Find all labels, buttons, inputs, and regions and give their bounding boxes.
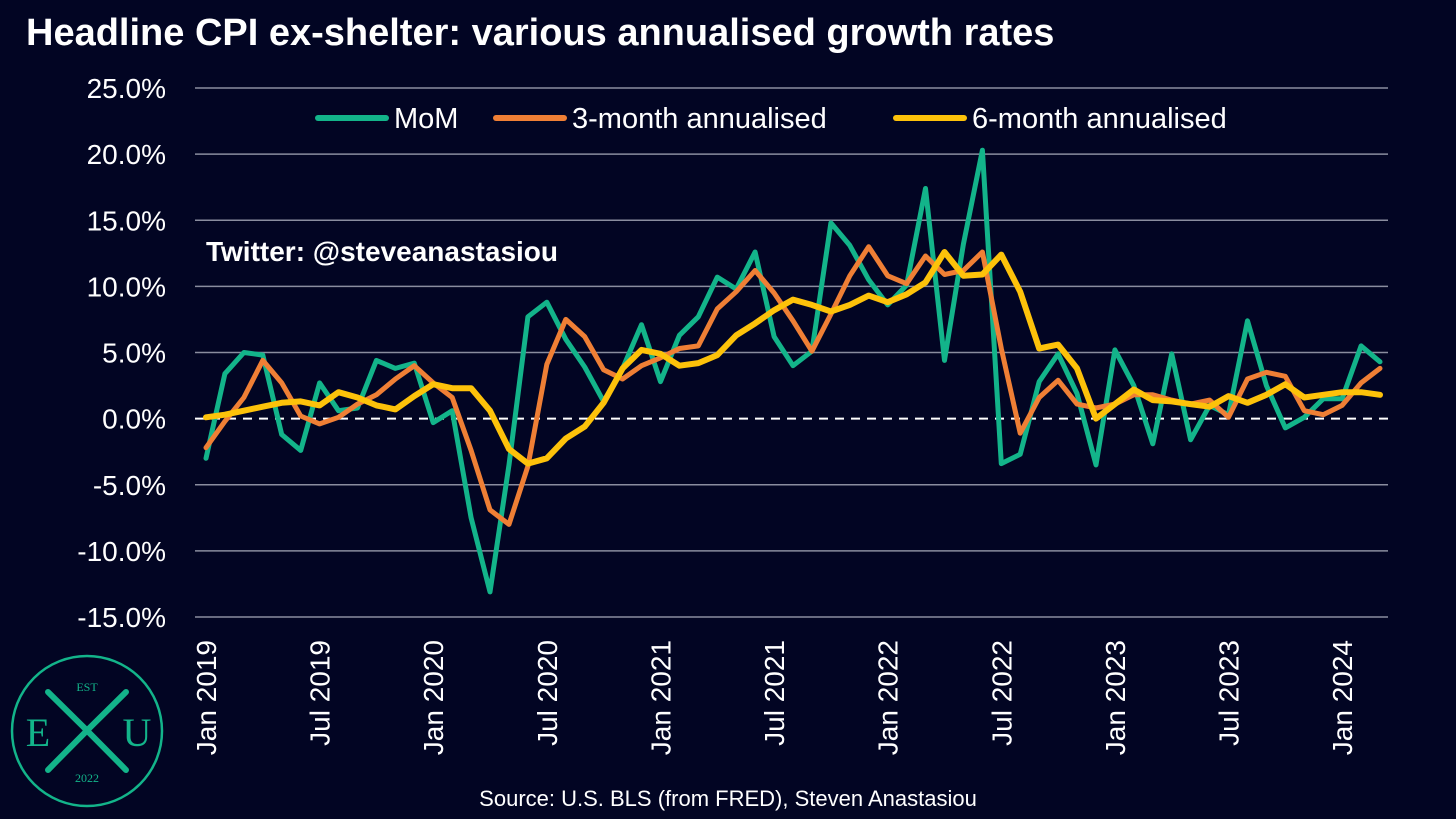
logo-letter-u: U [123, 710, 152, 755]
twitter-annotation: Twitter: @steveanastasiou [206, 236, 558, 267]
y-tick-label: -5.0% [93, 470, 166, 501]
y-tick-label: 0.0% [102, 404, 166, 435]
logo-year-text: 2022 [75, 771, 99, 785]
series-line-mom [203, 147, 1383, 595]
exu-logo: EST E U 2022 [10, 654, 164, 808]
y-tick-label: 20.0% [87, 139, 166, 170]
legend-label: 3-month annualised [572, 103, 827, 135]
legend-label: 6-month annualised [972, 103, 1227, 135]
series-layer [203, 147, 1383, 595]
x-tick-label: Jul 2020 [532, 640, 563, 746]
legend: MoM 3-month annualised 6-month annualised [315, 103, 1227, 135]
y-tick-label: 5.0% [102, 338, 166, 369]
y-tick-label: 15.0% [87, 205, 166, 236]
chart-title: Headline CPI ex-shelter: various annuali… [26, 12, 1055, 54]
logo-ring [10, 654, 164, 808]
series-line-3-month [203, 244, 1383, 527]
x-tick-label: Jan 2019 [191, 640, 222, 755]
x-tick-label: Jul 2023 [1214, 640, 1245, 746]
logo-est-text: EST [76, 680, 98, 694]
y-tick-label: -10.0% [77, 536, 166, 567]
x-tick-label: Jan 2020 [418, 640, 449, 755]
x-tick-label: Jul 2019 [305, 640, 336, 746]
logo-cross-stroke-b [45, 689, 129, 773]
grid-layer [195, 87, 1388, 618]
x-tick-label: Jan 2021 [645, 640, 676, 755]
chart-source: Source: U.S. BLS (from FRED), Steven Ana… [479, 786, 977, 811]
logo-letter-e: E [26, 710, 50, 755]
series-line-6-month [203, 249, 1383, 467]
y-tick-label: -15.0% [77, 602, 166, 633]
y-tick-label: 25.0% [87, 73, 166, 104]
x-tick-label: Jan 2022 [873, 640, 904, 755]
x-tick-label: Jul 2022 [986, 640, 1017, 746]
y-tick-label: 10.0% [87, 271, 166, 302]
x-tick-label: Jan 2024 [1327, 640, 1358, 755]
x-tick-label: Jul 2021 [759, 640, 790, 746]
y-axis-ticks: 25.0% 20.0% 15.0% 10.0% 5.0% 0.0% -5.0% -10.0% -… [77, 73, 166, 633]
x-tick-label: Jan 2023 [1100, 640, 1131, 755]
x-axis-ticks: Jan 2019 Jul 2019 Jan 2020 Jul 2020 Jan 2021… [191, 640, 1358, 755]
legend-label: MoM [394, 103, 458, 135]
